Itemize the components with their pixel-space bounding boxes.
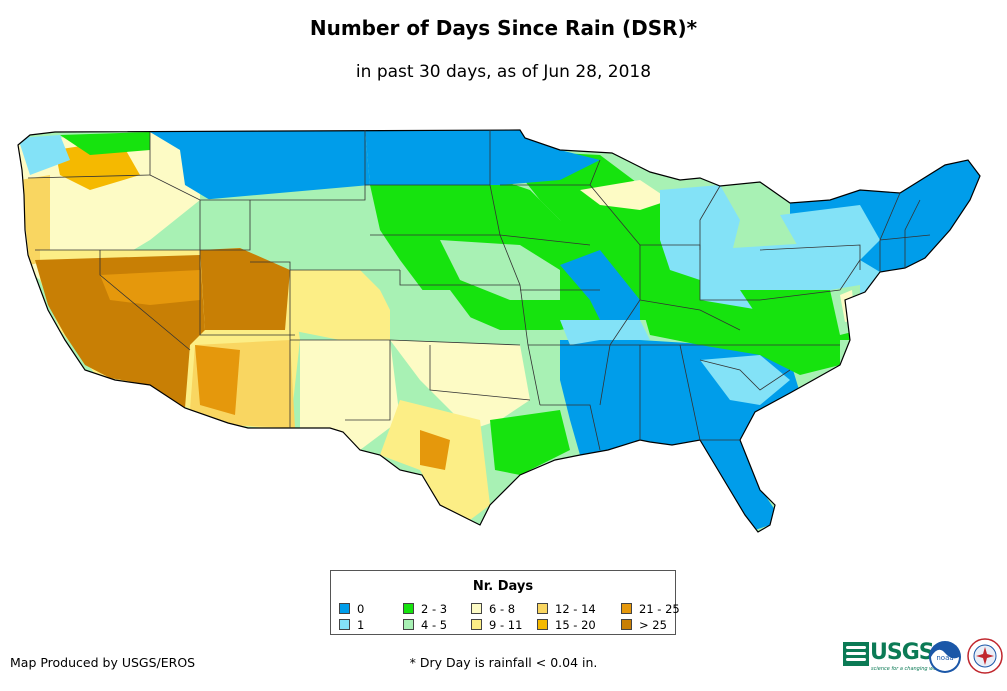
usgs-logo-icon	[843, 642, 869, 666]
agency-logos: USGS science for a changing world noaa	[843, 638, 1003, 678]
legend-label: 0	[357, 602, 365, 616]
legend-label: 6 - 8	[489, 602, 516, 616]
legend-label: 21 - 25	[639, 602, 680, 616]
legend-label: 4 - 5	[421, 618, 448, 632]
map-credit: Map Produced by USGS/EROS	[10, 655, 196, 670]
map-subtitle: in past 30 days, as of Jun 28, 2018	[355, 62, 652, 82]
state-boundaries	[27, 130, 931, 451]
legend-swatch	[537, 619, 548, 630]
legend-swatch	[471, 603, 482, 614]
legend-swatch	[403, 619, 414, 630]
us-outline	[17, 129, 981, 533]
legend-swatch	[403, 603, 414, 614]
legend-swatch	[537, 603, 548, 614]
legend: Nr. Days 0 1 2 - 3 4 - 5 6 - 8 9 - 11 12 - 14 1…	[330, 570, 680, 635]
noaa-logo-text: noaa	[936, 654, 953, 662]
nws-logo-icon	[967, 638, 1003, 674]
legend-label: > 25	[639, 618, 667, 632]
legend-label: 1	[357, 618, 365, 632]
legend-label: 15 - 20	[555, 618, 596, 632]
footnote: * Dry Day is rainfall < 0.04 in.	[409, 655, 598, 670]
legend-label: 9 - 11	[489, 618, 523, 632]
usgs-tagline: science for a changing world	[871, 666, 943, 672]
legend-label: 2 - 3	[421, 602, 448, 616]
map-title: Number of Days Since Rain (DSR)*	[309, 16, 698, 40]
usgs-logo-text: USGS	[870, 640, 935, 665]
legend-label: 12 - 14	[555, 602, 596, 616]
noaa-logo-icon: noaa	[929, 641, 961, 673]
legend-swatch	[621, 619, 632, 630]
legend-swatch	[339, 619, 350, 630]
legend-swatch	[621, 603, 632, 614]
us-dsr-map	[17, 129, 981, 533]
dsr-regions	[18, 130, 980, 532]
legend-swatch	[339, 603, 350, 614]
legend-swatch	[471, 619, 482, 630]
legend-title: Nr. Days	[472, 579, 534, 594]
